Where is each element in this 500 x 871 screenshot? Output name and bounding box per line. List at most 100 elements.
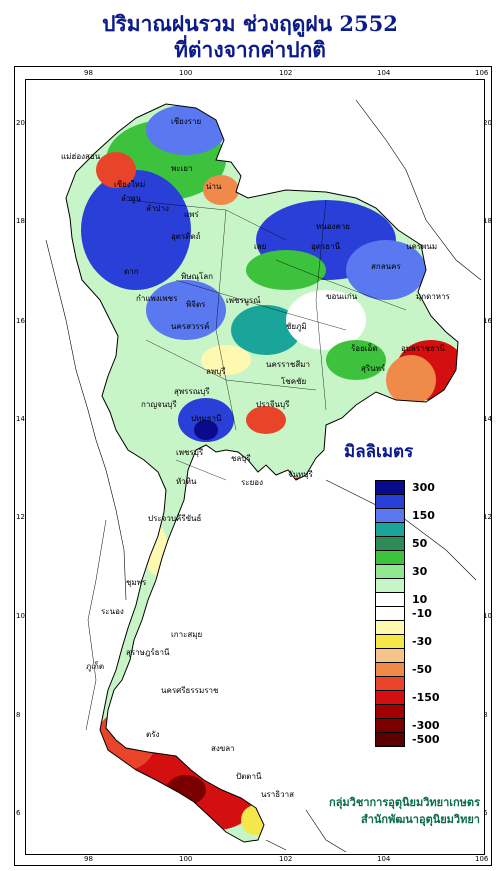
right-tick: 8	[483, 711, 488, 719]
neighbour-border	[325, 479, 477, 581]
left-tick: 16	[16, 317, 25, 325]
legend-swatch	[375, 564, 405, 579]
province-label: อุดรธานี	[311, 242, 341, 251]
top-tick: 102	[279, 69, 293, 77]
province-label: ร้อยเอ็ด	[351, 344, 378, 353]
right-tick: 10	[483, 612, 492, 620]
credit-line1: กลุ่มวิชาการอุตุนิยมวิทยาเกษตร	[329, 796, 480, 809]
province-label: สงขลา	[211, 744, 235, 753]
legend-swatch	[375, 522, 405, 537]
neighbour-border	[355, 99, 482, 281]
legend-swatch	[375, 690, 405, 705]
province-label: โชคชัย	[281, 377, 307, 386]
province-label: กำแพงเพชร	[136, 294, 178, 303]
province-label: หัวหิน	[176, 477, 197, 486]
legend-label: -30	[412, 635, 432, 648]
province-label: ชุมพร	[126, 578, 147, 587]
province-label: สุพรรณบุรี	[174, 387, 210, 396]
province-label: ปัตตานี	[236, 772, 262, 781]
neighbour-border	[265, 809, 347, 853]
bottom-tick: 100	[179, 855, 193, 863]
neighbour-border	[45, 239, 127, 601]
legend-swatch	[375, 606, 405, 621]
right-tick: 18	[483, 217, 492, 225]
legend-swatch	[375, 480, 405, 495]
legend-swatch	[375, 536, 405, 551]
legend-swatch	[375, 494, 405, 509]
province-label: ปทุมธานี	[191, 414, 222, 423]
right-tick: 6	[483, 809, 488, 817]
legend-swatch	[375, 704, 405, 719]
province-label: เชียงราย	[171, 117, 202, 126]
right-tick: 20	[483, 119, 492, 127]
province-label: ชัยภูมิ	[286, 322, 307, 331]
province-label: ลำปาง	[146, 204, 169, 213]
province-label: อุบลราชธานี	[401, 344, 445, 353]
top-tick: 100	[179, 69, 193, 77]
right-tick: 16	[483, 317, 492, 325]
province-label: กาญจนบุรี	[141, 400, 177, 409]
province-label: เกาะสมุย	[171, 630, 203, 639]
legend-swatch	[375, 578, 405, 593]
province-label: ตรัง	[146, 730, 160, 739]
legend-label: 10	[412, 593, 428, 606]
left-tick: 20	[16, 119, 25, 127]
province-label: นครพนม	[406, 242, 438, 251]
bottom-tick: 104	[377, 855, 391, 863]
right-tick: 14	[483, 415, 492, 423]
legend-swatch	[375, 718, 405, 733]
legend-label: -50	[412, 663, 432, 676]
province-label: ระนอง	[101, 607, 124, 616]
province-label: สุรินทร์	[361, 364, 386, 373]
province-label: พะเยา	[171, 164, 193, 173]
legend-label: -150	[412, 691, 440, 704]
legend-label: -300	[412, 719, 440, 732]
coastline	[85, 519, 107, 731]
legend-swatch	[375, 676, 405, 691]
province-label: สุราษฎร์ธานี	[126, 648, 170, 657]
legend-swatch	[375, 662, 405, 677]
province-label: นครราชสีมา	[266, 360, 310, 369]
top-tick: 98	[84, 69, 93, 77]
legend-swatch	[375, 620, 405, 635]
province-label: เพชรบูรณ์	[226, 296, 261, 305]
province-label: ภูเก็ต	[86, 662, 105, 671]
province-label: ลพบุรี	[206, 367, 226, 376]
province-label: ตาก	[124, 267, 139, 276]
province-label: มุกดาหาร	[416, 292, 450, 301]
province-label: ระยอง	[241, 478, 263, 487]
province-label: จันทบุรี	[288, 470, 313, 479]
province-label: น่าน	[206, 182, 222, 191]
map-title: ปริมาณฝนรวม ช่วงฤดูฝน 2552	[102, 11, 398, 36]
map-area: เชียงราย แม่ฮ่องสอน เชียงใหม่ ลำพูน พะเย…	[25, 79, 485, 855]
bottom-tick: 102	[279, 855, 293, 863]
right-tick: 12	[483, 513, 492, 521]
province-label: สกลนคร	[371, 262, 401, 271]
legend-label: -500	[412, 733, 440, 746]
legend-label: 30	[412, 565, 428, 578]
legend-label: 300	[412, 481, 435, 494]
province-label: นครสวรรค์	[171, 322, 210, 331]
legend-swatch	[375, 550, 405, 565]
left-tick: 18	[16, 217, 25, 225]
province-label: นครศรีธรรมราช	[161, 686, 219, 695]
province-label: พิจิตร	[186, 300, 206, 309]
province-label: เลย	[254, 242, 267, 251]
province-label: ประจวบคีรีขันธ์	[148, 514, 202, 523]
province-label: นราธิวาส	[261, 790, 295, 799]
province-label: ปราจีนบุรี	[256, 400, 290, 409]
left-tick: 14	[16, 415, 25, 423]
left-tick: 12	[16, 513, 25, 521]
bottom-tick: 98	[84, 855, 93, 863]
legend-swatch	[375, 634, 405, 649]
province-label: ชลบุรี	[231, 454, 251, 463]
top-tick: 104	[377, 69, 391, 77]
province-label: หนองคาย	[316, 222, 350, 231]
legend-label: 50	[412, 537, 428, 550]
top-tick: 106	[475, 69, 489, 77]
legend-swatch	[375, 508, 405, 523]
map-subtitle: ที่ต่างจากค่าปกติ	[174, 37, 326, 62]
province-borders	[125, 199, 407, 481]
province-label: แม่ฮ่องสอน	[61, 152, 101, 161]
left-tick: 10	[16, 612, 25, 620]
